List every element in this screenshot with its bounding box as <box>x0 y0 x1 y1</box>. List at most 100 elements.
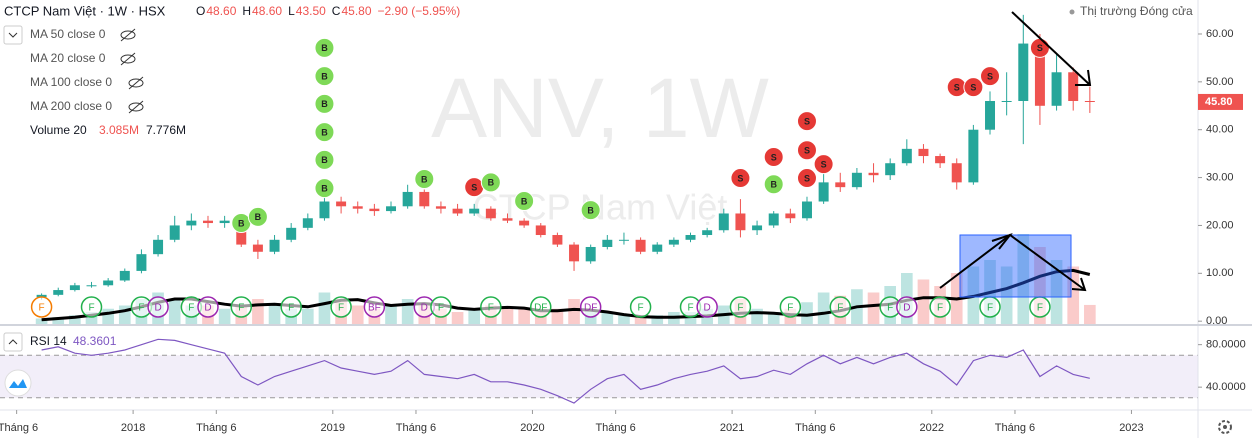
event-label: F <box>88 303 94 314</box>
candle-body <box>153 239 164 255</box>
settings[interactable] <box>1218 420 1232 434</box>
y-tick-label: 50.00 <box>1206 76 1234 88</box>
candle-body <box>785 213 796 219</box>
candle-body <box>951 163 962 183</box>
signal-marker <box>314 122 335 143</box>
candle-body <box>1051 72 1062 106</box>
volume-bar <box>867 292 880 325</box>
indicator-name: MA 20 close 0 <box>30 51 106 65</box>
signal-label: S <box>771 152 777 162</box>
volume-bar <box>69 315 81 325</box>
candle-body <box>169 225 180 240</box>
collapse-button[interactable] <box>3 332 23 352</box>
event-marker <box>280 296 302 318</box>
event-label: F <box>288 303 294 314</box>
gear-icon[interactable] <box>1218 420 1232 434</box>
candle-body <box>885 163 896 176</box>
signal-label: B <box>238 218 245 228</box>
signal-marker <box>580 200 601 221</box>
visibility-icon <box>128 78 144 88</box>
signal-label: B <box>321 127 328 137</box>
signal-marker <box>314 37 335 58</box>
signal-label: S <box>970 82 976 92</box>
candle-body <box>1001 100 1012 102</box>
event-marker <box>829 296 852 318</box>
candle-body <box>768 213 779 226</box>
gear-center <box>1223 425 1227 429</box>
candle-body <box>435 206 446 209</box>
visibility-icon <box>120 54 136 64</box>
candle-body <box>519 220 530 226</box>
candle-body <box>585 246 596 262</box>
volume-bar <box>102 308 114 325</box>
ohlc: O 48.60 H 48.60 L 43.50 C 45.80 −2.90 (−5.95%) <box>196 4 460 18</box>
candle-body <box>119 270 130 281</box>
volume-bar <box>501 308 514 325</box>
signal-marker <box>980 66 1001 87</box>
signal-label: S <box>954 82 960 92</box>
ohlc-key: L <box>288 4 295 18</box>
candle-body <box>569 244 580 262</box>
y-tick-label: 40.00 <box>1206 124 1234 136</box>
event-label: F <box>837 303 843 314</box>
logo-badge <box>4 369 32 397</box>
event-marker <box>729 296 752 318</box>
drawings <box>939 11 1092 298</box>
signal-label: B <box>587 206 594 216</box>
indicator-name: MA 100 close 0 <box>30 75 112 89</box>
event-label: D <box>154 303 161 314</box>
ohlc-value: 48.60 <box>252 4 282 18</box>
event-label: F <box>39 303 45 314</box>
signal-label: S <box>804 146 810 156</box>
volume-ma-value: 7.776M <box>146 123 186 137</box>
candle-body <box>452 208 463 214</box>
signal-marker <box>314 178 335 199</box>
candle-body <box>652 244 663 252</box>
x-tick-label: 2023 <box>1119 422 1143 434</box>
signal-marker <box>796 168 817 189</box>
event-label: F <box>737 303 743 314</box>
event-label: F <box>138 303 144 314</box>
x-tick-label: 2018 <box>121 422 145 434</box>
candle-body <box>901 148 912 164</box>
volume-bar <box>634 315 647 325</box>
event-marker <box>430 296 452 318</box>
event-label: F <box>238 303 244 314</box>
signal-marker <box>763 146 784 167</box>
event-marker <box>197 296 219 318</box>
collapse-button[interactable] <box>3 25 23 45</box>
signal-label: B <box>321 99 328 109</box>
event-marker <box>896 296 918 318</box>
candle-body <box>136 254 147 271</box>
signal-marker <box>314 149 335 170</box>
event-label: F <box>188 303 194 314</box>
candle-body <box>968 129 979 183</box>
event-label: F <box>887 303 893 314</box>
candle-body <box>668 239 679 245</box>
x-tick-label: Tháng 6 <box>795 422 835 434</box>
volume-bar <box>1000 266 1013 325</box>
volume-bar <box>318 292 331 325</box>
event-label: F <box>638 303 644 314</box>
volume-bar <box>568 299 580 325</box>
candle-body <box>269 239 280 252</box>
signal-label: B <box>321 71 328 81</box>
volume-bar <box>817 292 830 325</box>
candle-body <box>1018 43 1029 101</box>
candle-body <box>202 220 213 224</box>
event-marker <box>629 296 652 318</box>
volume-bar <box>85 312 98 325</box>
volume-bar <box>518 308 530 325</box>
y-tick-label: 30.00 <box>1206 171 1234 183</box>
volume-bar <box>301 308 314 325</box>
y-tick-label: 0.00 <box>1206 315 1227 327</box>
arrow-head <box>1075 69 1092 86</box>
volume-bar <box>767 312 780 325</box>
candle-body <box>602 239 613 247</box>
x-tick-label: 2019 <box>321 422 345 434</box>
event-marker <box>30 296 53 318</box>
ohlc-value: 43.50 <box>296 4 326 18</box>
signal-label: B <box>521 196 528 206</box>
candle-body <box>103 280 114 286</box>
signal-label: S <box>737 173 743 183</box>
